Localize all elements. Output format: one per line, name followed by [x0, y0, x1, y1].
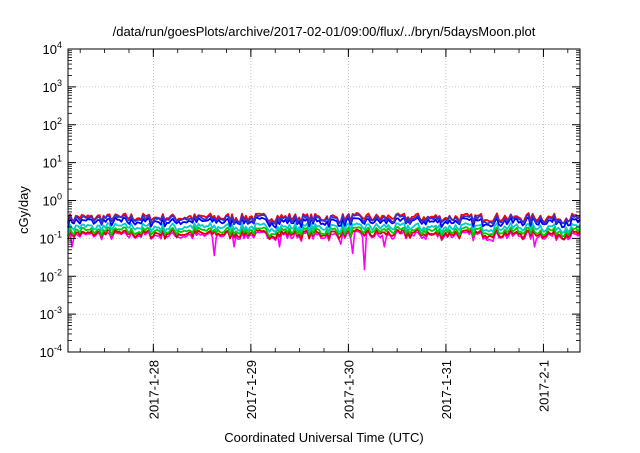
- y-tick-label: 10-1: [40, 229, 62, 246]
- y-tick-exp: 2: [57, 116, 62, 126]
- y-tick-exp: -2: [54, 267, 62, 277]
- y-tick-base: 10: [40, 269, 54, 284]
- chart-title: /data/run/goesPlots/archive/2017-02-01/0…: [113, 24, 536, 39]
- series-line: [67, 213, 581, 226]
- x-axis-label: Coordinated Universal Time (UTC): [224, 430, 423, 445]
- y-tick-label: 10-3: [40, 305, 62, 322]
- y-tick-exp: 1: [57, 154, 62, 164]
- y-tick-label: 104: [43, 40, 62, 57]
- y-tick-base: 10: [40, 345, 54, 360]
- y-tick-exp: -1: [54, 229, 62, 239]
- y-tick-exp: 4: [57, 40, 62, 50]
- x-tick-label: 2017-2-1: [536, 360, 551, 412]
- series-line: [67, 222, 581, 234]
- y-tick-label: 103: [43, 78, 62, 95]
- y-tick-base: 10: [43, 80, 57, 95]
- series-line: [67, 225, 581, 238]
- x-axis: 2017-1-28 2017-1-29 2017-1-30 2017-1-31 2017…: [79, 49, 569, 419]
- y-tick-base: 10: [43, 118, 57, 133]
- y-tick-base: 10: [43, 156, 57, 171]
- x-tick-label: 2017-1-28: [146, 360, 161, 419]
- y-axis-label: cGy/day: [16, 186, 31, 234]
- y-tick-label: 101: [43, 154, 62, 171]
- y-tick-label: 102: [43, 116, 62, 133]
- y-tick-label: 10-2: [40, 267, 62, 284]
- y-tick-exp: -4: [54, 343, 62, 353]
- series-group: [67, 211, 581, 271]
- x-tick-label: 2017-1-29: [244, 360, 259, 419]
- grid: [68, 49, 580, 352]
- y-tick-exp: 0: [57, 192, 62, 202]
- y-tick-base: 10: [43, 42, 57, 57]
- x-tick-label: 2017-1-31: [439, 360, 454, 419]
- y-tick-label: 10-4: [40, 343, 62, 360]
- y-tick-exp: 3: [57, 78, 62, 88]
- y-tick-base: 10: [40, 307, 54, 322]
- y-tick-label: 100: [43, 192, 62, 209]
- x-tick-label: 2017-1-30: [341, 360, 356, 419]
- y-tick-base: 10: [40, 231, 54, 246]
- y-tick-exp: -3: [54, 305, 62, 315]
- y-tick-base: 10: [43, 194, 57, 209]
- series-line: [67, 228, 581, 241]
